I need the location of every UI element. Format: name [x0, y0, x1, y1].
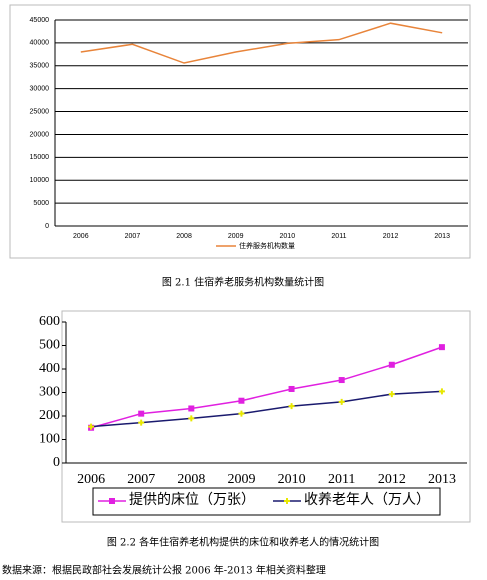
x-tick-label: 2009	[228, 233, 244, 240]
y-tick-label: 10000	[30, 177, 50, 184]
x-tick-label: 2009	[227, 472, 255, 487]
y-tick-label: 30000	[30, 86, 50, 93]
caption: 图 2.2 各年住宿养老机构提供的床位和收养老人的情况统计图	[107, 536, 379, 549]
marker	[109, 498, 115, 504]
legend-label: 提供的床位（万张）	[129, 492, 255, 508]
marker	[284, 498, 290, 504]
legend-label: 住养服务机构数量	[239, 241, 295, 250]
y-tick-label: 15000	[30, 154, 50, 161]
chart-frame	[61, 310, 471, 523]
marker	[138, 419, 145, 426]
y-tick-label: 0	[53, 455, 60, 470]
marker	[438, 344, 445, 351]
series-line	[80, 22, 443, 64]
source-note: 数据来源：根据民政部社会发展统计公报 2006 年-2013 年相关资料整理	[2, 564, 326, 577]
x-tick-label: 2012	[383, 233, 399, 240]
y-tick-label: 100	[39, 432, 60, 447]
marker	[338, 377, 345, 384]
marker	[338, 398, 345, 405]
marker	[188, 415, 195, 422]
caption: 图 2.1 住宿养老服务机构数量统计图	[162, 276, 324, 289]
y-tick-label: 20000	[30, 131, 50, 138]
x-tick-label: 2008	[176, 233, 192, 240]
x-tick-label: 2006	[77, 472, 105, 487]
x-tick-label: 2011	[331, 233, 346, 240]
x-tick-label: 2008	[177, 472, 205, 487]
x-tick-label: 2013	[428, 472, 456, 487]
x-tick-label: 2011	[328, 472, 355, 487]
marker	[238, 397, 245, 404]
x-tick-label: 2007	[125, 233, 141, 240]
x-tick-label: 2012	[378, 472, 406, 487]
marker	[388, 391, 395, 398]
x-tick-label: 2006	[73, 233, 89, 240]
marker	[138, 410, 145, 417]
series-line	[90, 346, 443, 429]
y-tick-label: 200	[39, 408, 60, 423]
y-tick-label: 400	[39, 361, 60, 376]
marker	[288, 385, 295, 392]
marker	[188, 405, 195, 412]
y-tick-label: 45000	[30, 17, 50, 24]
y-tick-label: 500	[39, 338, 60, 353]
legend-box	[92, 487, 441, 516]
x-tick-label: 2010	[280, 233, 296, 240]
series-line	[91, 390, 442, 428]
chart-frame	[9, 4, 471, 259]
legend-label: 收养老年人（万人）	[304, 492, 430, 508]
y-tick-label: 5000	[33, 200, 49, 207]
y-tick-label: 40000	[30, 40, 50, 47]
y-tick-label: 600	[39, 314, 60, 329]
marker	[238, 410, 245, 417]
x-tick-label: 2010	[278, 472, 306, 487]
y-tick-label: 25000	[30, 108, 50, 115]
y-tick-label: 0	[45, 223, 49, 230]
y-tick-label: 300	[39, 385, 60, 400]
x-tick-label: 2007	[127, 472, 155, 487]
marker	[88, 423, 95, 430]
y-tick-label: 35000	[30, 63, 50, 70]
marker	[388, 361, 395, 368]
marker	[438, 388, 445, 395]
x-tick-label: 2013	[434, 233, 450, 240]
marker	[288, 403, 295, 410]
